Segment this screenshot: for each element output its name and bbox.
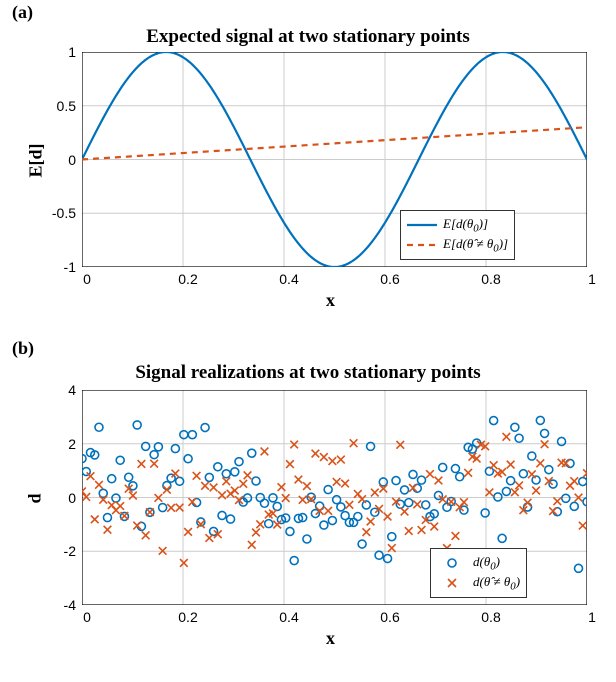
xtick-label: 1 bbox=[577, 609, 607, 625]
ytick-label: -0.5 bbox=[42, 205, 76, 221]
xtick-label: 0 bbox=[72, 271, 102, 287]
ytick-label: 0.5 bbox=[42, 98, 76, 114]
xtick-label: 0.8 bbox=[476, 609, 506, 625]
panel-b-label: (b) bbox=[12, 338, 34, 359]
xtick-label: 0.2 bbox=[173, 271, 203, 287]
figure: (a) Expected signal at two stationary po… bbox=[0, 0, 616, 682]
ytick-label: 1 bbox=[42, 44, 76, 60]
panel-a-label: (a) bbox=[12, 2, 33, 23]
xtick-label: 1 bbox=[577, 271, 607, 287]
legend-entry: d(θ0) bbox=[437, 553, 520, 573]
ytick-label: -2 bbox=[42, 543, 76, 559]
panel-a-legend: E[d(θ0)]E[d(θ̂ ≠ θ0)] bbox=[400, 210, 515, 260]
xtick-label: 0.8 bbox=[476, 271, 506, 287]
xtick-label: 0.4 bbox=[274, 271, 304, 287]
panel-b-xlabel: x bbox=[326, 628, 335, 649]
legend-entry: d(θ̂ ≠ θ0) bbox=[437, 573, 520, 593]
ytick-label: 0 bbox=[42, 490, 76, 506]
xtick-label: 0.6 bbox=[375, 271, 405, 287]
panel-a-title: Expected signal at two stationary points bbox=[0, 26, 616, 48]
ytick-label: -1 bbox=[42, 259, 76, 275]
ytick-label: -4 bbox=[42, 597, 76, 613]
ytick-label: 2 bbox=[42, 436, 76, 452]
ytick-label: 4 bbox=[42, 382, 76, 398]
legend-entry: E[d(θ0)] bbox=[407, 215, 508, 235]
xtick-label: 0 bbox=[72, 609, 102, 625]
xtick-label: 0.2 bbox=[173, 609, 203, 625]
xtick-label: 0.4 bbox=[274, 609, 304, 625]
legend-entry: E[d(θ̂ ≠ θ0)] bbox=[407, 235, 508, 255]
xtick-label: 0.6 bbox=[375, 609, 405, 625]
panel-b-title: Signal realizations at two stationary po… bbox=[0, 362, 616, 384]
panel-a-xlabel: x bbox=[326, 290, 335, 311]
panel-b-legend: d(θ0)d(θ̂ ≠ θ0) bbox=[430, 548, 527, 598]
ytick-label: 0 bbox=[42, 152, 76, 168]
